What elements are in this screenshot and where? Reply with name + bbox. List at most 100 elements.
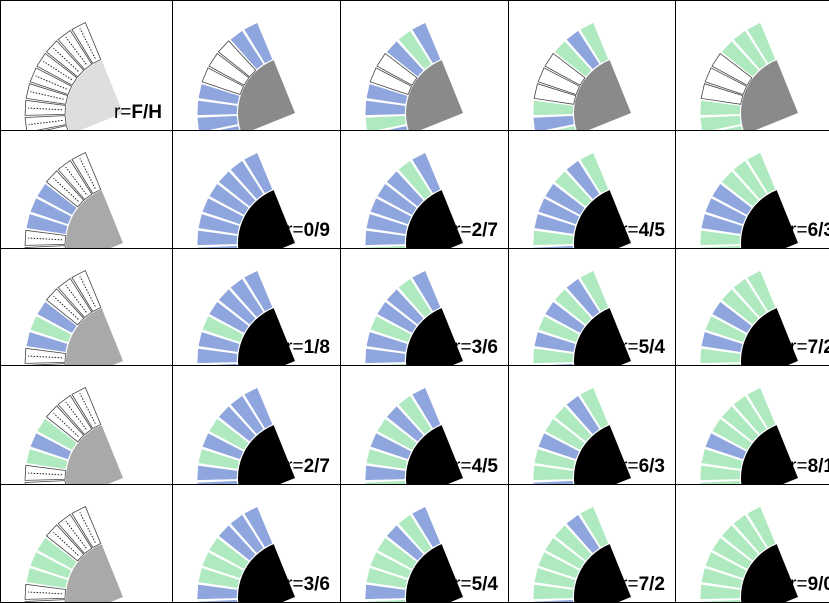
fan-segment-green	[36, 537, 78, 570]
fan-cell: r=5/4	[340, 484, 509, 603]
fan-cell	[0, 365, 173, 485]
fan-cell	[172, 0, 341, 131]
fan-segment-blue	[217, 170, 257, 208]
ratio-prefix: r=	[621, 220, 639, 241]
ratio-prefix: r=	[454, 337, 472, 358]
fan-cell: r=6/3	[508, 365, 676, 485]
fan-segment-blue	[704, 197, 747, 225]
fan-segment-green	[544, 537, 586, 570]
fan-hub	[406, 425, 463, 484]
fan-segment-green	[533, 448, 577, 470]
fan-diagram	[699, 152, 798, 248]
fan-cell: r=5/4	[508, 248, 676, 366]
fan-segment-green	[537, 551, 580, 579]
fan-segment-blue	[243, 270, 274, 312]
fan-segment-empty	[700, 83, 744, 105]
fan-segment-green	[397, 160, 433, 200]
fan-segment-blue	[365, 83, 409, 105]
fan-hub	[238, 308, 295, 365]
fan-diagram	[699, 270, 798, 365]
fan-segment-green	[711, 537, 753, 570]
ratio-value: 2/7	[303, 456, 330, 477]
fan-segment-green	[365, 567, 409, 589]
fan-segment-blue	[197, 213, 241, 235]
fan-divider-dotted	[28, 472, 63, 476]
fan-segment-blue	[364, 230, 406, 246]
fan-divider-dotted	[65, 520, 87, 549]
fan-hub	[66, 190, 123, 248]
ratio-label: r=3/6	[286, 574, 330, 596]
fan-segment-green	[700, 567, 744, 589]
fan-segment-green	[699, 480, 741, 484]
fan-hub	[406, 60, 463, 130]
ratio-label: r=2/7	[454, 220, 498, 242]
fan-divider-dotted	[28, 355, 63, 359]
fan-segment-empty	[24, 583, 66, 600]
ratio-label: r=5/4	[621, 337, 665, 359]
fan-diagram	[24, 505, 123, 602]
fan-segment-empty	[24, 599, 66, 602]
fan-segment-green	[746, 152, 777, 194]
fan-segment-blue	[243, 152, 274, 194]
fan-segment-green	[376, 537, 418, 570]
fan-cell: r=2/7	[172, 365, 341, 485]
ratio-prefix: r=	[454, 456, 472, 477]
fan-segment-empty	[24, 115, 67, 130]
fan-segment-empty	[537, 67, 581, 95]
ratio-label: r=1/8	[286, 337, 330, 359]
fan-segment-green	[579, 387, 610, 429]
fan-divider-dotted	[79, 276, 96, 307]
fan-segment-empty	[71, 269, 102, 313]
fan-segment-blue	[533, 213, 577, 235]
fan-hub	[574, 425, 631, 484]
fan-divider-dotted	[53, 295, 79, 320]
fan-segment-blue	[411, 270, 442, 312]
fan-segment-green	[700, 448, 744, 470]
fan-divider-dotted	[53, 531, 79, 556]
fan-segment-green	[201, 315, 244, 343]
fan-divider-dotted	[53, 177, 79, 202]
fan-hub	[238, 425, 295, 484]
fan-segment-blue	[25, 331, 69, 353]
fan-cell	[508, 0, 676, 131]
ratio-value: F/H	[131, 102, 162, 123]
fan-segment-green	[201, 551, 244, 579]
fan-segment-blue	[196, 100, 238, 116]
fan-segment-blue	[208, 183, 250, 216]
fan-cell: r=F/H	[0, 0, 173, 131]
ratio-label: r=2/7	[286, 456, 330, 478]
fan-segment-blue	[544, 301, 586, 334]
fan-segment-blue	[201, 197, 244, 225]
fan-diagram	[532, 152, 631, 248]
fan-diagram	[532, 22, 631, 130]
fan-segment-blue	[711, 183, 753, 216]
fan-hub	[238, 544, 295, 602]
fan-segment-blue	[243, 387, 274, 429]
fan-segment-blue	[196, 584, 238, 600]
fan-segment-empty	[376, 52, 418, 86]
ratio-label: r=5/4	[454, 574, 498, 596]
fan-diagram	[364, 152, 463, 248]
fan-segment-green	[699, 230, 741, 246]
fan-segment-blue	[208, 301, 250, 334]
fan-segment-empty	[25, 83, 69, 105]
fan-segment-green	[364, 115, 407, 130]
fan-diagram	[532, 387, 631, 484]
fan-segment-green	[397, 278, 433, 318]
fan-divider-dotted	[79, 512, 96, 543]
fan-segment-green	[746, 22, 777, 64]
fan-divider-dotted	[65, 401, 87, 430]
fan-diagram	[699, 506, 798, 602]
fan-segment-green	[532, 230, 574, 246]
fan-segment-green	[699, 100, 741, 116]
ratio-value: 5/4	[638, 337, 665, 358]
fan-hub	[238, 60, 295, 130]
fan-segment-blue	[196, 480, 238, 484]
fan-segment-green	[364, 599, 406, 602]
ratio-value: 5/4	[471, 574, 498, 595]
fan-segment-blue	[700, 331, 744, 353]
fan-segment-blue	[365, 213, 409, 235]
fan-segment-blue	[369, 432, 412, 460]
fan-segment-green	[699, 465, 741, 481]
fan-diagram	[532, 270, 631, 365]
